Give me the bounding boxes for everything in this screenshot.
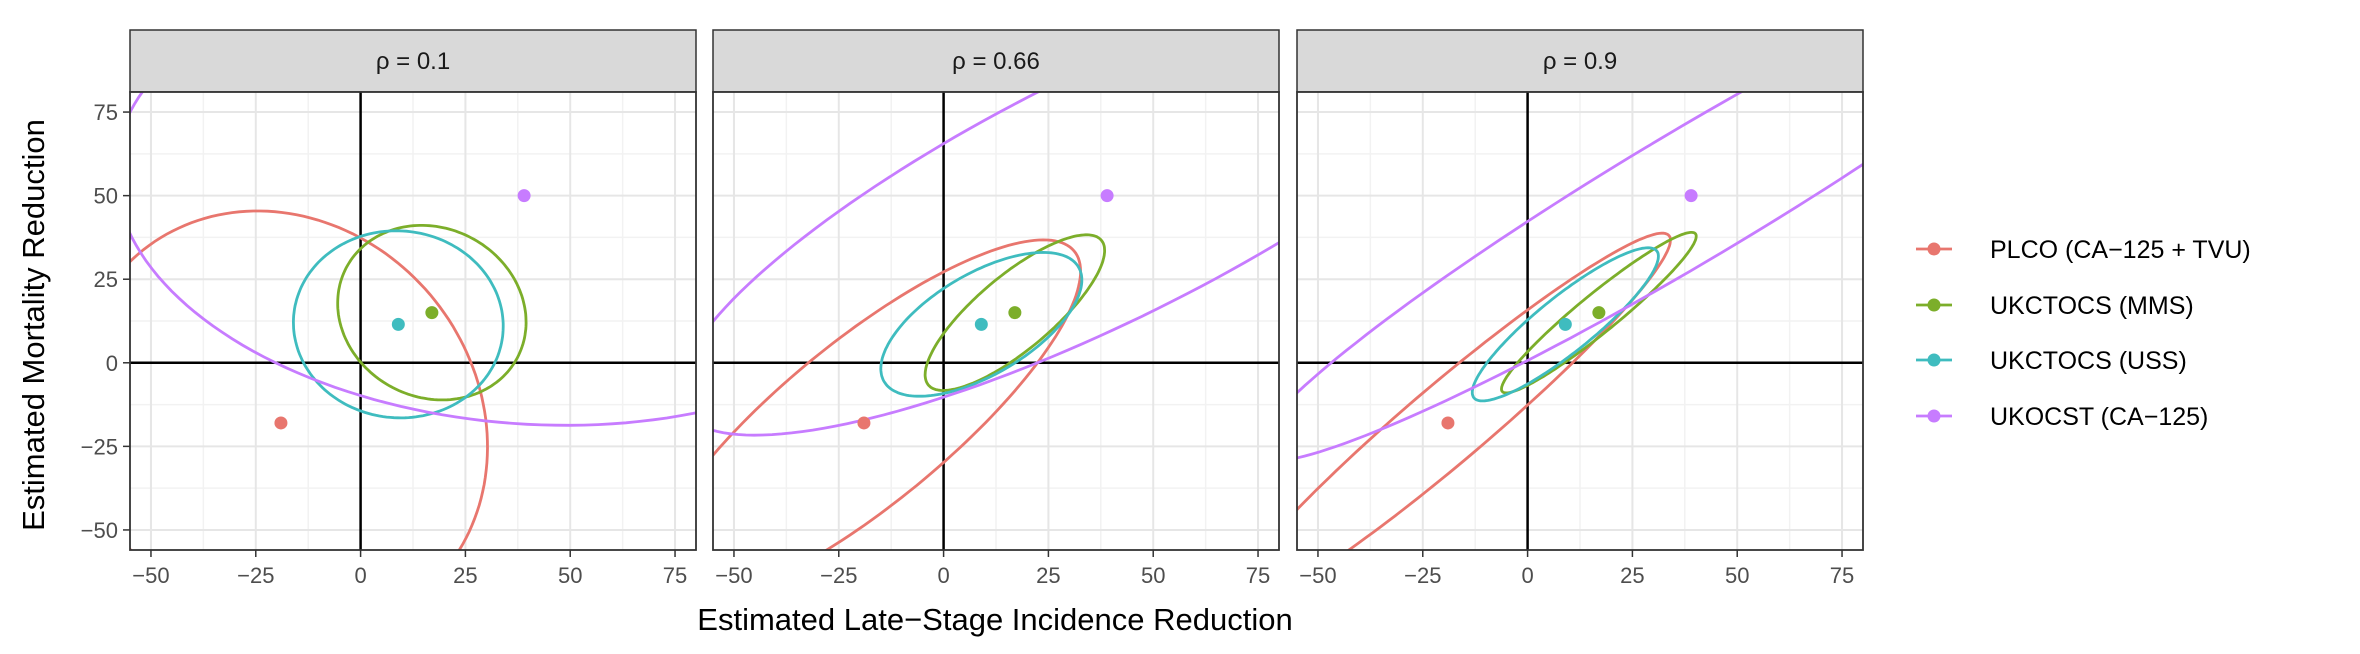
data-point xyxy=(517,189,531,203)
confidence-ellipse xyxy=(1500,230,1698,395)
facet-strip xyxy=(129,29,697,93)
legend-key-point xyxy=(1927,353,1941,367)
y-axis-title: Estimated Mortality Reduction xyxy=(16,119,51,531)
panel-2: ρ = 0.66 −50 −25 0 25 50 75 xyxy=(712,29,1280,588)
data-point xyxy=(1441,416,1455,430)
data-point xyxy=(1100,189,1114,203)
legend-item: PLCO (CA−125 + TVU) xyxy=(1916,236,2251,264)
data-point xyxy=(1592,306,1606,320)
y-tick-label: −25 xyxy=(81,434,118,459)
y-tick-label: −50 xyxy=(81,518,118,543)
x-tick-label: 50 xyxy=(1141,563,1165,588)
data-point xyxy=(274,416,288,430)
legend-label: UKCTOCS (USS) xyxy=(1990,347,2187,375)
legend-key-point xyxy=(1927,298,1941,312)
data-point xyxy=(857,416,871,430)
legend-label: PLCO (CA−125 + TVU) xyxy=(1990,236,2251,264)
confidence-ellipse xyxy=(130,92,696,427)
panel-border xyxy=(712,91,1280,551)
x-tick-label: 25 xyxy=(1036,563,1060,588)
panel-1: ρ = 0.1 −50 −25 0 25 50 75 −50 −25 0 25 50 75 xyxy=(81,29,697,588)
confidence-ellipse xyxy=(336,223,528,402)
legend-item: UKCTOCS (USS) xyxy=(1916,347,2187,375)
confidence-ellipse xyxy=(1297,231,1672,550)
confidence-ellipse xyxy=(1470,246,1660,403)
x-tick-label: 50 xyxy=(558,563,582,588)
panel-border xyxy=(129,91,697,551)
legend-item: UKCTOCS (MMS) xyxy=(1916,292,2194,320)
x-tick-label: 25 xyxy=(1620,563,1644,588)
facet-strip xyxy=(1296,29,1864,93)
panel-3: ρ = 0.9 −50 −25 0 25 50 75 xyxy=(1296,29,1864,588)
x-tick-label: −25 xyxy=(237,563,274,588)
confidence-ellipse xyxy=(130,209,489,550)
ellipse-layer xyxy=(1297,92,1863,550)
confidence-ellipse xyxy=(923,233,1106,392)
facet-strip-label: ρ = 0.66 xyxy=(952,48,1040,75)
x-tick-label: 25 xyxy=(453,563,477,588)
x-tick-label: 0 xyxy=(1521,563,1533,588)
x-tick-label: −25 xyxy=(1404,563,1441,588)
y-tick-label: 25 xyxy=(94,267,118,292)
x-tick-label: −50 xyxy=(715,563,752,588)
x-tick-label: 50 xyxy=(1725,563,1749,588)
x-tick-label: −50 xyxy=(1299,563,1336,588)
x-axis-title: Estimated Late−Stage Incidence Reduction xyxy=(697,602,1292,637)
panel-border xyxy=(1296,91,1864,551)
x-tick-label: 75 xyxy=(1830,563,1854,588)
data-point xyxy=(1558,317,1572,331)
confidence-ellipse xyxy=(713,238,1083,550)
x-tick-label: −25 xyxy=(820,563,857,588)
confidence-ellipse xyxy=(879,250,1084,398)
confidence-ellipse xyxy=(291,229,505,420)
y-tick-label: 0 xyxy=(106,351,118,376)
data-point xyxy=(1684,189,1698,203)
x-tick-label: 0 xyxy=(354,563,366,588)
x-tick-label: −50 xyxy=(132,563,169,588)
legend-label: UKCTOCS (MMS) xyxy=(1990,292,2194,320)
data-point xyxy=(391,317,405,331)
x-tick-label: 75 xyxy=(1246,563,1270,588)
data-point xyxy=(425,306,439,320)
data-point xyxy=(974,317,988,331)
legend-key-point xyxy=(1927,409,1941,423)
legend-label: UKOCST (CA−125) xyxy=(1990,403,2208,431)
facet-strip-label: ρ = 0.9 xyxy=(1543,48,1617,75)
legend-key-point xyxy=(1927,242,1941,256)
x-tick-label: 0 xyxy=(937,563,949,588)
facet-strip-label: ρ = 0.1 xyxy=(376,48,450,75)
ellipse-layer xyxy=(130,92,696,550)
y-tick-label: 50 xyxy=(94,184,118,209)
data-point xyxy=(1008,306,1022,320)
y-tick-label: 75 xyxy=(94,100,118,125)
x-tick-label: 75 xyxy=(663,563,687,588)
legend-item: UKOCST (CA−125) xyxy=(1916,403,2208,431)
facet-strip xyxy=(712,29,1280,93)
ellipse-layer xyxy=(713,92,1279,550)
legend: PLCO (CA−125 + TVU) UKCTOCS (MMS) UKCTOCS … xyxy=(1916,236,2251,431)
